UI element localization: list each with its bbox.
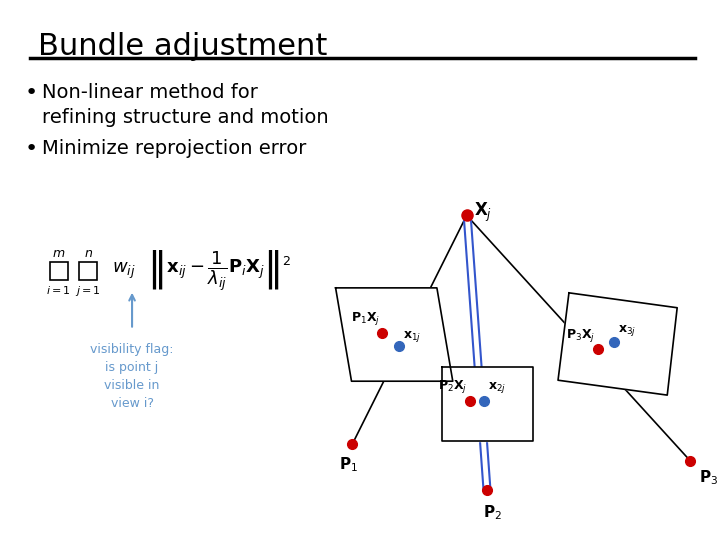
Text: Non-linear method for
refining structure and motion: Non-linear method for refining structure…	[42, 83, 328, 127]
Text: Bundle adjustment: Bundle adjustment	[37, 32, 327, 60]
Text: $\mathbf{x}_{3j}$: $\mathbf{x}_{3j}$	[618, 322, 636, 338]
Text: $\mathbf{P}_2\mathbf{X}_j$: $\mathbf{P}_2\mathbf{X}_j$	[438, 378, 468, 395]
Text: $\mathbf{P}_1$: $\mathbf{P}_1$	[339, 456, 358, 474]
Polygon shape	[442, 367, 534, 441]
Polygon shape	[336, 288, 453, 381]
Text: $\mathbf{P}_2$: $\mathbf{P}_2$	[483, 503, 502, 522]
Text: $m$: $m$	[52, 247, 66, 260]
FancyBboxPatch shape	[50, 262, 68, 280]
Polygon shape	[558, 293, 678, 395]
Text: $\mathbf{x}_{1j}$: $\mathbf{x}_{1j}$	[403, 329, 421, 345]
Text: $\left\|\mathbf{x}_{ij} - \dfrac{1}{\lambda_{ij}}\mathbf{P}_i\mathbf{X}_j\right\: $\left\|\mathbf{x}_{ij} - \dfrac{1}{\lam…	[147, 249, 292, 293]
Text: $\mathbf{X}_j$: $\mathbf{X}_j$	[474, 201, 492, 224]
Text: $w_{ij}$: $w_{ij}$	[112, 261, 136, 281]
Text: $\mathbf{x}_{2j}$: $\mathbf{x}_{2j}$	[487, 380, 505, 395]
Text: $\mathbf{P}_1\mathbf{X}_j$: $\mathbf{P}_1\mathbf{X}_j$	[351, 309, 380, 327]
Text: $i{=}1$: $i{=}1$	[46, 284, 71, 296]
Text: $\mathbf{P}_3$: $\mathbf{P}_3$	[699, 469, 719, 487]
Text: $j{=}1$: $j{=}1$	[76, 284, 102, 298]
Text: •: •	[24, 83, 38, 103]
Text: Minimize reprojection error: Minimize reprojection error	[42, 139, 306, 158]
FancyBboxPatch shape	[79, 262, 97, 280]
Text: visibility flag:
is point j
visible in
view i?: visibility flag: is point j visible in v…	[90, 343, 174, 410]
Text: $n$: $n$	[84, 247, 93, 260]
Text: $\mathbf{P}_3\mathbf{X}_j$: $\mathbf{P}_3\mathbf{X}_j$	[567, 327, 595, 345]
Text: •: •	[24, 139, 38, 159]
